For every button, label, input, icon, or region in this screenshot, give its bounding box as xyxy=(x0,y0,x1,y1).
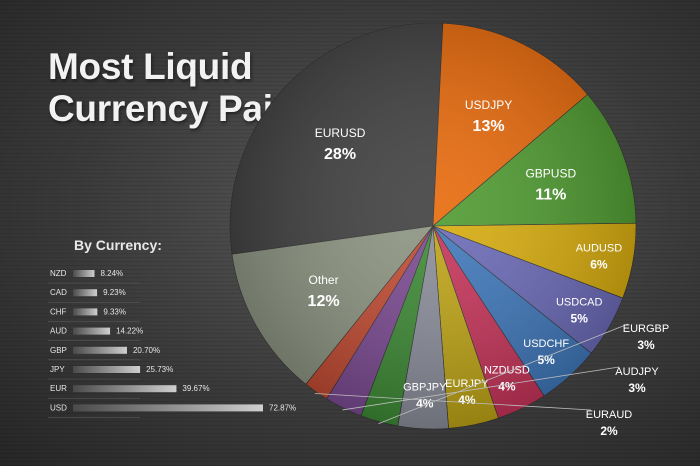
pie-label-value-eurgbp: 3% xyxy=(637,338,655,352)
pie-label-value-usdjpy: 13% xyxy=(473,118,505,135)
bar-nzd xyxy=(73,270,95,277)
pie-label-name-euraud: EURAUD xyxy=(586,409,633,421)
bar-value-chf: 9.33% xyxy=(103,307,126,316)
pie-label-name-eurusd: EURUSD xyxy=(315,126,366,140)
bar-category-usd: USD xyxy=(50,403,67,412)
pie-label-value-nzdusd: 4% xyxy=(498,379,516,393)
bar-value-jpy: 25.73% xyxy=(146,365,173,374)
bar-cad xyxy=(73,289,98,297)
pie-label-name-other: Other xyxy=(309,273,339,287)
bar-category-cad: CAD xyxy=(50,288,67,297)
pie-label-value-usdcad: 5% xyxy=(571,312,589,326)
bar-category-gbp: GBP xyxy=(50,346,67,355)
bar-value-cad: 9.23% xyxy=(103,288,126,297)
bar-category-jpy: JPY xyxy=(50,365,65,374)
leader-line-audjpy xyxy=(342,366,620,411)
pie-label-value-eurusd: 28% xyxy=(324,146,356,163)
bar-aud xyxy=(73,327,111,335)
bar-chf xyxy=(73,308,98,316)
bar-category-chf: CHF xyxy=(50,307,67,316)
bar-category-eur: EUR xyxy=(50,384,67,393)
bar-value-nzd: 8.24% xyxy=(100,269,123,278)
pie-label-value-eurjpy: 4% xyxy=(458,393,476,407)
bar-category-aud: AUD xyxy=(50,327,67,336)
pie-label-value-usdchf: 5% xyxy=(538,353,556,367)
bar-gbp xyxy=(73,346,127,354)
title-line-1: Most Liquid xyxy=(48,46,253,87)
bar-eur xyxy=(73,385,177,393)
bar-jpy xyxy=(73,366,141,373)
pie-label-name-eurgbp: EURGBP xyxy=(623,323,669,335)
pie-label-value-audjpy: 3% xyxy=(628,381,646,395)
pie-label-name-gbpjpy: GBPJPY xyxy=(403,381,447,393)
pie-label-name-eurjpy: EURJPY xyxy=(445,378,489,390)
pie-label-value-euraud: 2% xyxy=(600,424,618,438)
pie-label-value-audusd: 6% xyxy=(590,257,608,271)
pie-label-value-gbpusd: 11% xyxy=(535,187,566,204)
bar-value-aud: 14.22% xyxy=(116,327,143,336)
pie-label-name-usdcad: USDCAD xyxy=(556,297,603,309)
pie-label-name-audusd: AUDUSD xyxy=(576,242,623,254)
bar-value-gbp: 20.70% xyxy=(133,346,160,355)
pie-label-name-gbpusd: GBPUSD xyxy=(525,167,576,181)
bar-category-nzd: NZD xyxy=(50,269,67,278)
leader-line-eurgbp xyxy=(378,323,629,425)
pie-label-name-usdjpy: USDJPY xyxy=(465,98,512,112)
bar-value-eur: 39.67% xyxy=(182,384,209,393)
bar-chart-title: By Currency: xyxy=(74,237,162,253)
bar-usd xyxy=(73,404,263,412)
pie-label-name-audjpy: AUDJPY xyxy=(615,366,659,378)
pie-label-name-usdchf: USDCHF xyxy=(523,338,569,350)
pie-label-value-other: 12% xyxy=(308,293,340,310)
bar-value-usd: 72.87% xyxy=(269,403,296,412)
leader-line-euraud xyxy=(314,393,592,411)
